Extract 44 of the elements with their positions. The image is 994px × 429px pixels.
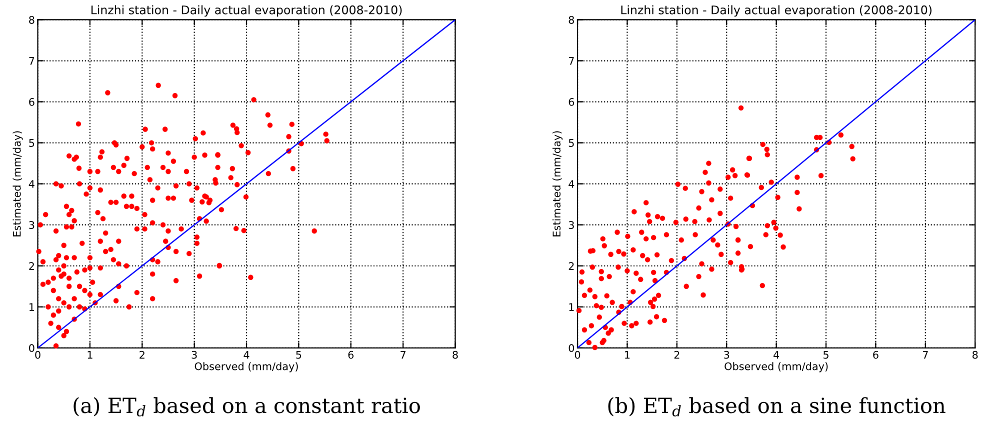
x-tick-label: 2 [674, 350, 680, 359]
x-axis-title: Observed (mm/day) [194, 362, 298, 372]
y-tick-label: 2 [29, 262, 34, 270]
x-tick-label: 1 [625, 351, 630, 359]
y-tick-label: 0 [29, 344, 34, 352]
x-tick-label: 4 [774, 351, 780, 359]
x-tick-label: 8 [972, 350, 978, 359]
x-tick-label: 5 [296, 351, 302, 359]
y-tick-label: 5 [29, 139, 34, 147]
x-tick-label: 1 [88, 351, 92, 359]
y-tick-label: 3 [568, 221, 574, 229]
x-tick-label: 6 [348, 350, 354, 359]
y-tick-label: 1 [569, 303, 574, 311]
y-tick-label: 6 [568, 98, 574, 106]
y-tick-label: 1 [30, 303, 34, 311]
y-tick-label: 0 [568, 344, 574, 352]
y-tick-label: 8 [568, 16, 574, 24]
text: (b) ET$_{d}$ based on a sine function [608, 397, 946, 416]
x-tick-label: 3 [724, 350, 730, 359]
y-tick-label: 5 [568, 139, 574, 147]
x-tick-label: 6 [873, 350, 878, 359]
chart-title: Linzhi station - Daily actual evaporation (2008-2010) [91, 5, 402, 17]
x-tick-label: 0 [35, 350, 40, 359]
y-tick-label: 6 [29, 98, 34, 106]
x-tick-label: 3 [192, 350, 197, 359]
x-tick-label: 2 [140, 350, 144, 359]
x-tick-label: 0 [574, 350, 580, 359]
y-tick-label: 4 [568, 180, 574, 188]
y-tick-label: 8 [29, 16, 34, 24]
y-tick-label: 2 [568, 262, 574, 270]
x-tick-label: 7 [400, 351, 406, 359]
chart-title: Linzhi station - Daily actual evaporation (2008-2010) [621, 5, 932, 17]
text: (a) ET$_{d}$ based on a constant ratio [74, 397, 420, 416]
y-tick-label: 7 [29, 57, 34, 65]
y-tick-label: 7 [568, 57, 574, 65]
x-tick-label: 4 [244, 351, 250, 359]
y-tick-label: 3 [29, 221, 34, 229]
y-axis-title: Estimated (mm/day) [12, 131, 23, 236]
x-tick-label: 7 [922, 351, 928, 359]
x-tick-label: 8 [452, 350, 458, 359]
x-tick-label: 5 [824, 351, 828, 359]
y-axis-title: Estimated (mm/day) [552, 131, 563, 236]
x-axis-title: Observed (mm/day) [724, 362, 828, 372]
y-tick-label: 4 [28, 180, 34, 188]
